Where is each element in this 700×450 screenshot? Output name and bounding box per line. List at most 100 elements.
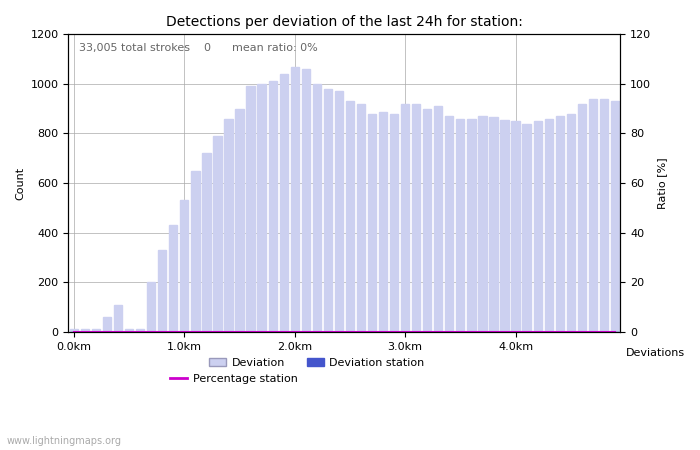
Bar — [566, 114, 575, 332]
Text: www.lightningmaps.org: www.lightningmaps.org — [7, 436, 122, 446]
Bar — [202, 153, 211, 332]
Percentage station — [279, 329, 288, 334]
Bar — [136, 329, 144, 332]
Percentage station — [390, 329, 398, 334]
Percentage station — [191, 329, 200, 334]
Bar — [512, 121, 519, 332]
Bar — [578, 104, 586, 332]
Bar — [489, 117, 498, 332]
Percentage station — [290, 329, 299, 334]
Y-axis label: Count: Count — [15, 166, 25, 200]
Bar — [246, 86, 255, 332]
Bar — [235, 109, 244, 332]
Percentage station — [478, 329, 486, 334]
Percentage station — [566, 329, 575, 334]
Percentage station — [489, 329, 498, 334]
Percentage station — [214, 329, 222, 334]
Percentage station — [556, 329, 564, 334]
Bar — [335, 91, 343, 332]
Percentage station — [313, 329, 321, 334]
Percentage station — [147, 329, 155, 334]
Bar — [589, 99, 597, 332]
Bar — [468, 119, 475, 332]
Percentage station — [125, 329, 133, 334]
Bar — [103, 317, 111, 332]
Bar — [214, 136, 222, 332]
Percentage station — [202, 329, 211, 334]
Bar — [323, 89, 332, 332]
Bar — [269, 81, 276, 332]
Percentage station — [600, 329, 608, 334]
Percentage station — [434, 329, 442, 334]
Percentage station — [235, 329, 244, 334]
Legend: Percentage station: Percentage station — [166, 370, 302, 389]
Bar — [147, 282, 155, 332]
Bar — [290, 67, 299, 332]
Bar — [522, 124, 531, 332]
Percentage station — [346, 329, 354, 334]
Percentage station — [158, 329, 167, 334]
Bar — [390, 114, 398, 332]
Bar — [258, 84, 266, 332]
Bar — [478, 116, 486, 332]
Percentage station — [589, 329, 597, 334]
Percentage station — [467, 329, 475, 334]
Bar — [114, 305, 122, 332]
Percentage station — [401, 329, 410, 334]
Percentage station — [323, 329, 332, 334]
Bar — [611, 101, 619, 332]
Percentage station — [545, 329, 553, 334]
Text: Deviations: Deviations — [626, 348, 685, 358]
Bar — [600, 99, 608, 332]
Percentage station — [610, 329, 619, 334]
Percentage station — [258, 329, 266, 334]
Bar — [401, 104, 410, 332]
Percentage station — [368, 329, 376, 334]
Bar — [191, 171, 200, 332]
Percentage station — [169, 329, 178, 334]
Bar — [70, 329, 78, 332]
Percentage station — [92, 329, 100, 334]
Bar — [556, 116, 564, 332]
Bar — [357, 104, 365, 332]
Percentage station — [80, 329, 89, 334]
Percentage station — [445, 329, 454, 334]
Bar — [368, 114, 376, 332]
Percentage station — [180, 329, 188, 334]
Percentage station — [224, 329, 232, 334]
Bar — [545, 119, 553, 332]
Percentage station — [70, 329, 78, 334]
Percentage station — [136, 329, 144, 334]
Percentage station — [335, 329, 343, 334]
Percentage station — [500, 329, 509, 334]
Percentage station — [533, 329, 542, 334]
Bar — [412, 104, 420, 332]
Bar — [445, 116, 454, 332]
Bar — [533, 121, 542, 332]
Bar — [434, 106, 442, 332]
Percentage station — [379, 329, 387, 334]
Percentage station — [512, 329, 520, 334]
Bar — [158, 250, 167, 332]
Percentage station — [103, 329, 111, 334]
Bar — [169, 225, 177, 332]
Percentage station — [246, 329, 255, 334]
Bar — [423, 109, 431, 332]
Bar — [379, 112, 387, 332]
Percentage station — [423, 329, 431, 334]
Bar — [313, 84, 321, 332]
Title: Detections per deviation of the last 24h for station:: Detections per deviation of the last 24h… — [166, 15, 523, 29]
Percentage station — [522, 329, 531, 334]
Percentage station — [114, 329, 122, 334]
Bar — [125, 329, 133, 332]
Bar — [225, 119, 232, 332]
Y-axis label: Ratio [%]: Ratio [%] — [657, 157, 667, 209]
Bar — [279, 74, 288, 332]
Bar — [302, 69, 310, 332]
Text: 33,005 total strokes    0      mean ratio: 0%: 33,005 total strokes 0 mean ratio: 0% — [79, 43, 318, 53]
Bar — [92, 329, 100, 332]
Percentage station — [269, 329, 277, 334]
Percentage station — [302, 329, 310, 334]
Percentage station — [456, 329, 465, 334]
Bar — [346, 101, 354, 332]
